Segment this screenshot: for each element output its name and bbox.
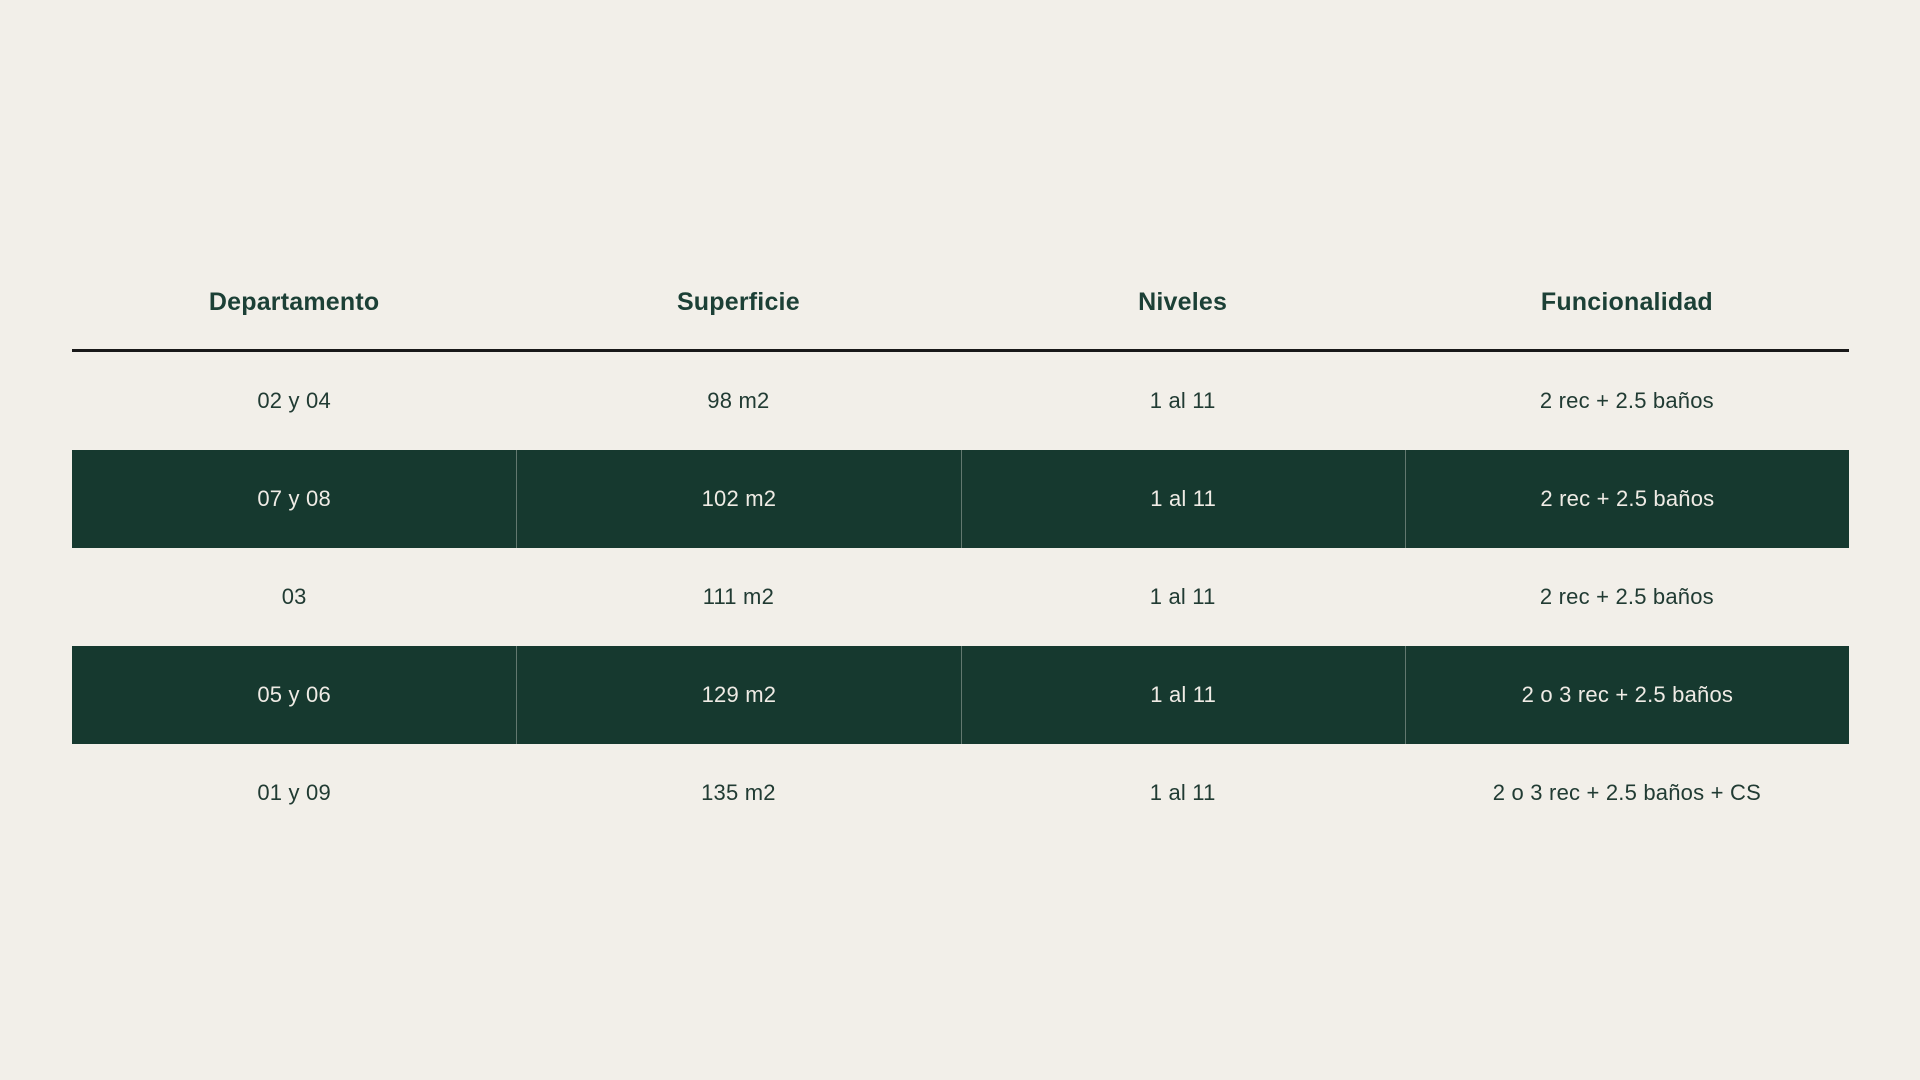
table-row: 07 y 08 102 m2 1 al 11 2 rec + 2.5 baños [72,450,1849,548]
table-cell: 2 rec + 2.5 baños [1404,450,1849,548]
table-cell: 2 rec + 2.5 baños [1539,388,1714,413]
table-cell: 1 al 11 [1149,584,1216,609]
table-cell: 2 rec + 2.5 baños [1539,584,1714,609]
table-cell: 111 m2 [702,584,775,609]
table-cell: 1 al 11 [960,646,1405,744]
table-cell: 2 o 3 rec + 2.5 baños + CS [1492,780,1761,805]
table-row: 02 y 04 98 m2 1 al 11 2 rec + 2.5 baños [72,352,1849,450]
table-cell: 1 al 11 [1149,780,1216,805]
column-header: Superficie [676,287,800,316]
table-cell: 102 m2 [516,450,960,548]
table-cell: 98 m2 [707,388,770,413]
table-cell: 03 [281,584,307,609]
column-header: Niveles [1138,287,1228,316]
table-cell: 135 m2 [701,780,776,805]
table-row: 01 y 09 135 m2 1 al 11 2 o 3 rec + 2.5 baño… [72,744,1849,842]
table-cell: 01 y 09 [257,780,331,805]
table-cell: 1 al 11 [1149,388,1216,413]
table-cell: 129 m2 [516,646,960,744]
table-body: 02 y 04 98 m2 1 al 11 2 rec + 2.5 baños 07 y… [72,352,1849,842]
table-row: 05 y 06 129 m2 1 al 11 2 o 3 rec + 2.5 baño… [72,646,1849,744]
column-header: Departamento [208,287,380,316]
table-cell: 07 y 08 [257,486,331,511]
table-cell: 02 y 04 [257,388,331,413]
table-row: 03 111 m2 1 al 11 2 rec + 2.5 baños [72,548,1849,646]
column-header: Funcionalidad [1540,287,1713,316]
table-cell: 2 o 3 rec + 2.5 baños [1404,646,1849,744]
table-cell: 05 y 06 [257,682,331,707]
apartments-table: Departamento Superficie Niveles Funcionalid… [72,255,1849,842]
table-header-row: Departamento Superficie Niveles Funcionalid… [72,255,1849,352]
table-cell: 1 al 11 [960,450,1405,548]
